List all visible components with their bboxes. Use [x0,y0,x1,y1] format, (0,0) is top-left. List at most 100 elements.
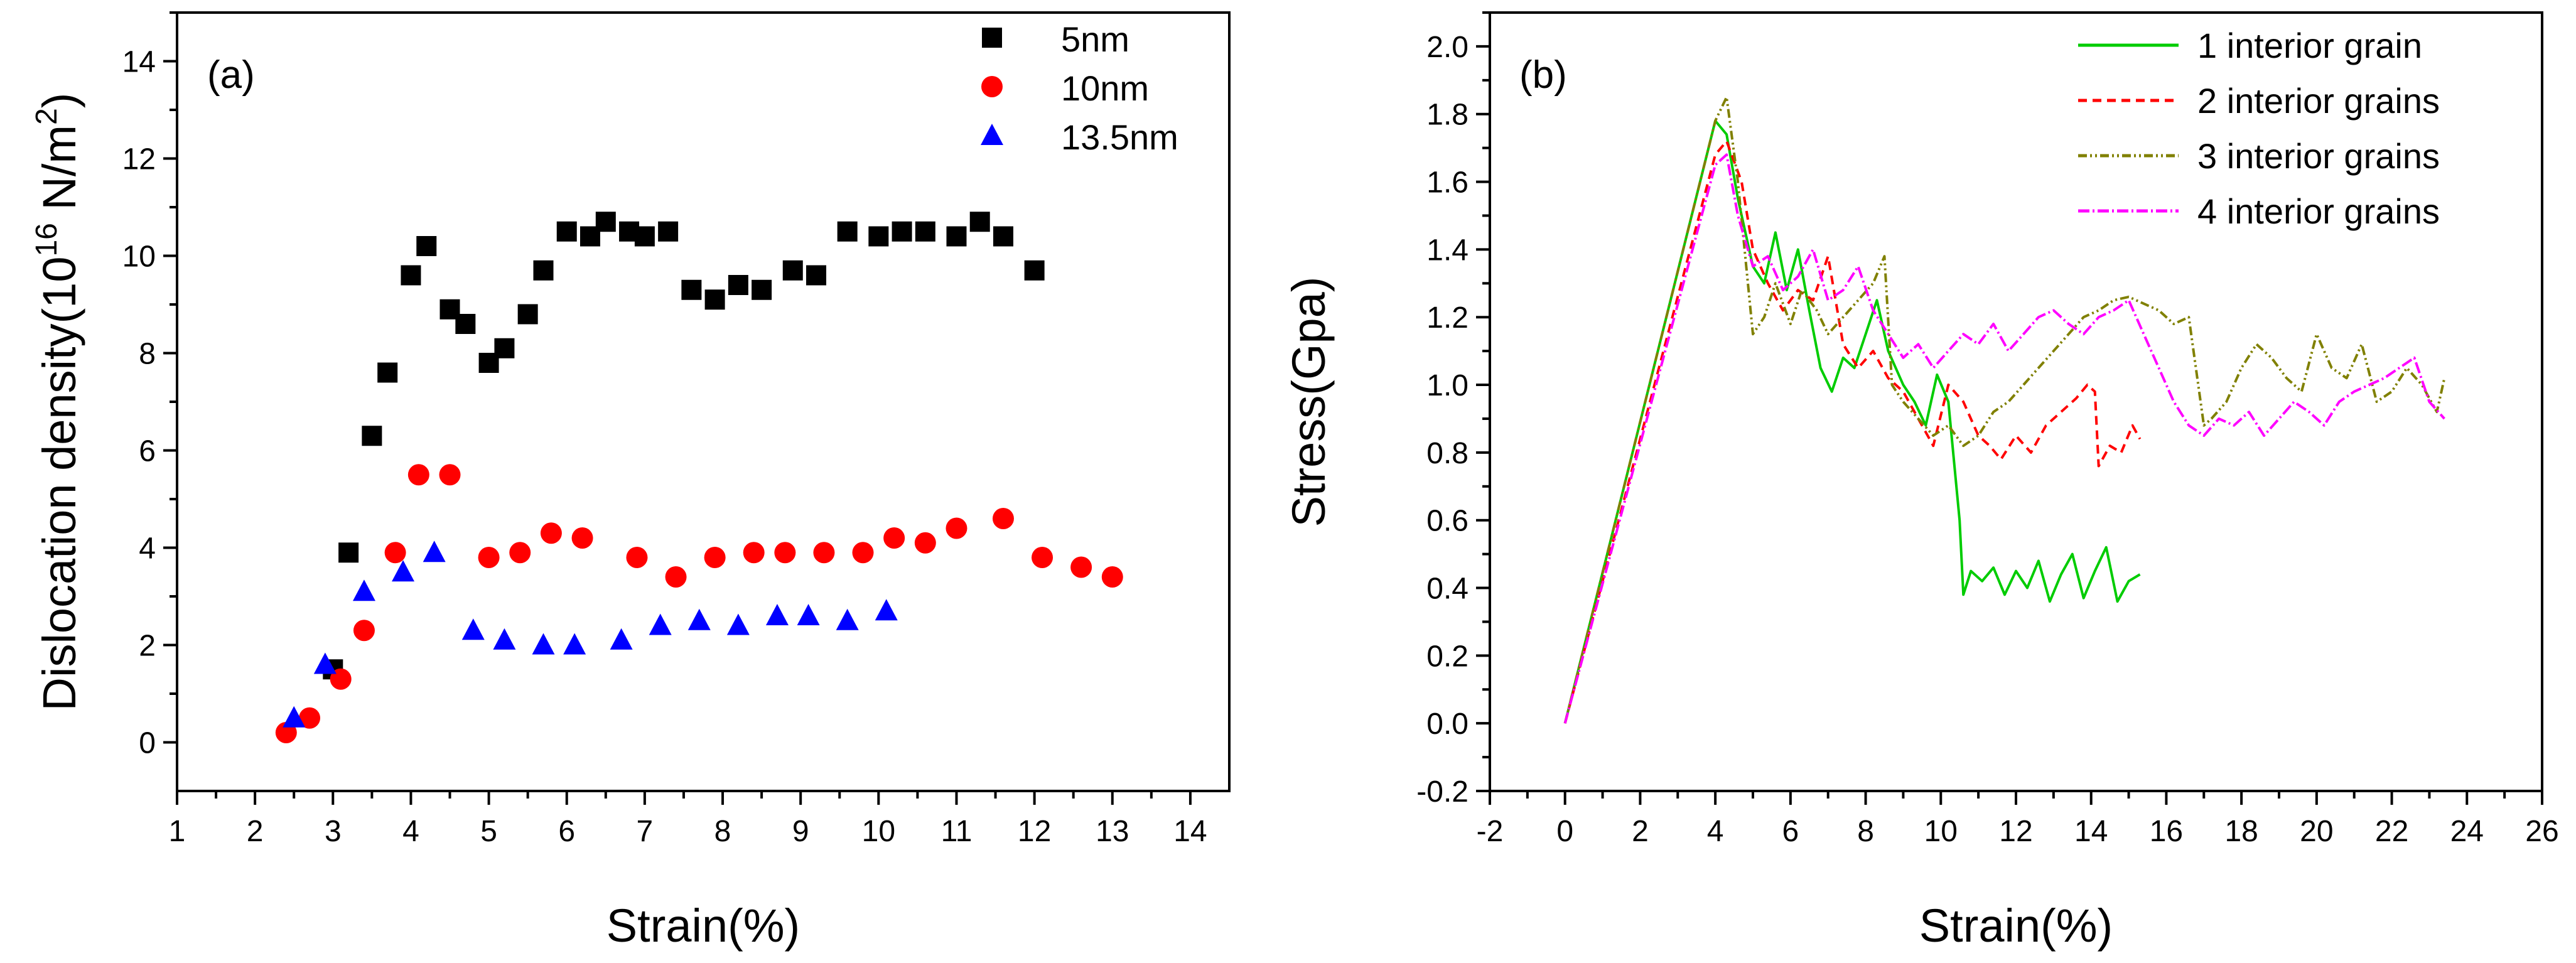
panel-b-y-ticks: -0.2 0.0 0.2 0.4 0.6 0.8 1.0 1.2 1.4 1.6 1.8 2.0 [1416,11,1490,809]
data-point-5nm [416,236,437,256]
data-point-13.5nm [461,618,485,640]
data-point-5nm [401,265,421,286]
x-tick-label: 20 [2300,815,2333,848]
panel-a-y-title-suffix: ) [33,93,85,109]
x-tick-label: 5 [480,815,497,848]
x-tick-label: 1 [169,815,186,848]
x-tick-label: 4 [402,815,419,848]
data-point-10nm [509,542,531,564]
x-tick-label: 14 [1173,815,1207,848]
x-tick-label: 12 [1018,815,1051,848]
data-point-10nm [1032,547,1054,568]
legend-marker-10nm [981,76,1003,97]
x-tick-label: 10 [862,815,895,848]
data-point-5nm [658,221,679,242]
x-tick-label: 11 [941,815,973,848]
panel-a-label: (a) [207,53,255,97]
data-point-13.5nm [687,608,711,630]
series-line-3 interior grains [1563,95,2446,724]
data-point-5nm [969,212,990,232]
y-tick-label: 0.0 [1426,707,1469,741]
x-tick-label: 12 [1999,815,2032,848]
y-tick-label: 6 [139,435,156,468]
data-point-10nm [665,566,687,588]
data-point-10nm [704,547,726,568]
data-point-10nm [883,527,905,549]
legend-marker-5nm [982,28,1002,48]
data-point-10nm [946,517,967,539]
data-point-13.5nm [610,628,633,650]
data-point-13.5nm [726,613,750,635]
y-tick-label: 4 [139,532,156,566]
data-point-10nm [1070,556,1092,578]
x-tick-label: 8 [714,815,731,848]
legend-label-1 interior grain: 1 interior grain [2197,26,2422,65]
legend-label-3 interior grains: 3 interior grains [2197,136,2440,176]
data-point-10nm [774,542,796,564]
x-tick-label: 16 [2150,815,2183,848]
data-point-13.5nm [563,633,586,655]
panel-a-y-title-exp2: 2 [30,108,63,125]
data-point-5nm [634,226,655,247]
data-point-5nm [946,226,967,247]
y-tick-label: 0.6 [1426,505,1469,538]
x-tick-label: 0 [1556,815,1573,848]
y-tick-label: 2 [139,630,156,663]
y-tick-label: 1.4 [1426,234,1469,267]
y-tick-label: 0.4 [1426,573,1469,606]
data-point-5nm [595,212,616,232]
panel-a-y-axis-title: Dislocation density(1016 N/m2) [30,93,85,711]
data-point-5nm [915,221,935,242]
panel-b-label: (b) [1519,53,1567,97]
y-tick-label: 0 [139,727,156,760]
y-tick-label: 0.2 [1426,640,1469,673]
x-tick-label: 2 [247,815,264,848]
legend-label-13.5nm: 13.5nm [1061,117,1178,157]
y-tick-label: 1.6 [1426,166,1469,200]
x-tick-label: 3 [325,815,342,848]
x-tick-label: 13 [1096,815,1129,848]
series-line-2 interior grains [1563,139,2142,724]
data-point-5nm [728,275,748,295]
data-point-10nm [540,522,562,544]
y-tick-label: 12 [122,143,156,176]
x-tick-label: 24 [2450,815,2484,848]
data-point-13.5nm [352,579,375,601]
data-point-13.5nm [836,608,859,630]
data-point-5nm [494,338,515,358]
data-point-5nm [533,260,554,281]
x-tick-label: 22 [2375,815,2408,848]
panel-a-y-title-mid: N/m [33,125,85,223]
x-tick-label: 8 [1857,815,1874,848]
data-point-5nm [362,426,382,446]
x-tick-label: 7 [637,815,654,848]
data-point-5nm [868,226,889,247]
data-point-5nm [455,314,476,334]
data-point-13.5nm [649,613,672,635]
data-point-10nm [478,547,500,568]
x-tick-label: 9 [792,815,809,848]
data-point-10nm [743,542,765,564]
panel-a-x-ticks: 1 2 3 4 5 6 7 8 9 10 11 12 13 14 [169,791,1207,848]
legend-label-2 interior grains: 2 interior grains [2197,81,2440,121]
data-point-10nm [299,707,321,729]
y-tick-label: 8 [139,338,156,371]
panel-a-y-title-exp1: 16 [30,223,63,256]
x-tick-label: 10 [1924,815,1958,848]
data-point-13.5nm [532,633,555,655]
series-line-4 interior grains [1563,153,2445,724]
panel-b-chart: -2 0 2 4 6 8 10 12 14 16 18 20 22 24 26 -0.20.00.20.40… [1283,11,2559,952]
data-point-13.5nm [493,628,516,650]
data-point-10nm [571,527,593,549]
y-tick-label: 2.0 [1426,31,1469,64]
data-point-5nm [892,221,912,242]
x-tick-label: -2 [1477,815,1504,848]
x-tick-label: 26 [2525,815,2558,848]
panel-b-plot-frame [1489,11,2543,792]
y-tick-label: 1.0 [1426,369,1469,402]
legend-marker-13.5nm [981,124,1003,145]
data-point-10nm [407,464,429,486]
x-tick-label: 6 [558,815,575,848]
data-point-5nm [681,279,702,300]
